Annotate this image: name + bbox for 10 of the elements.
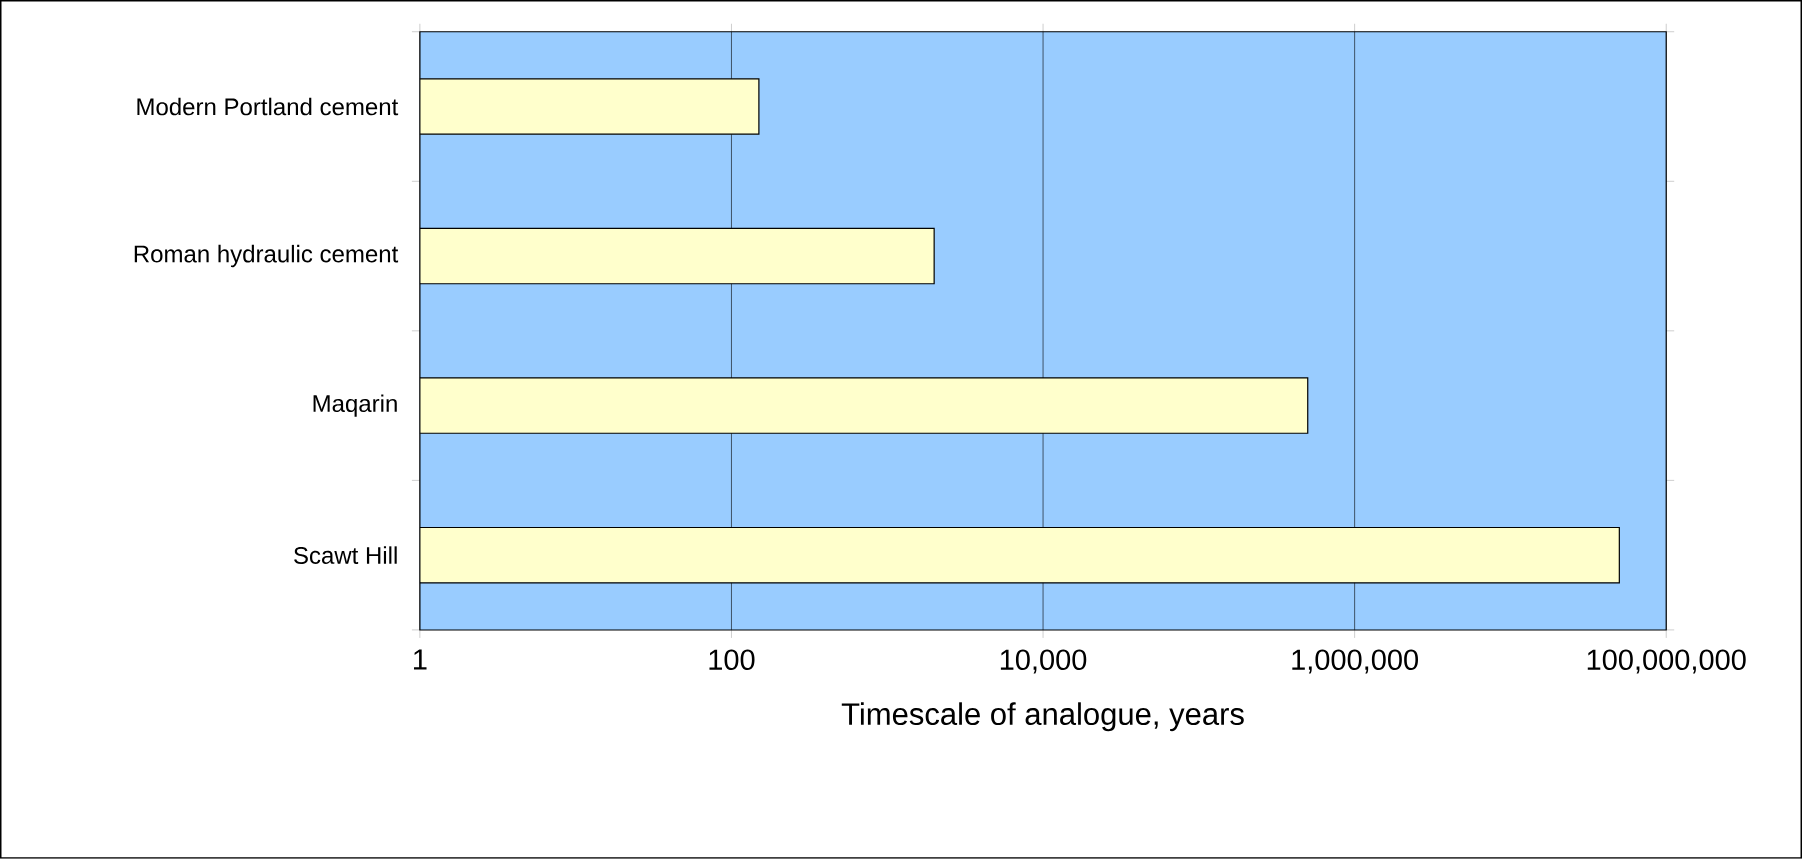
x-tick-label: 100,000,000 (1587, 649, 1746, 674)
y-tick-label: Modern Portland cement (137, 97, 399, 116)
x-tick-label: 10,000 (1000, 649, 1087, 674)
y-tick-label: Scawt Hill (294, 546, 397, 565)
x-tick-label: 1,000,000 (1292, 649, 1419, 674)
y-tick-label: Roman hydraulic cement (134, 245, 399, 268)
x-tick-label: 1 (414, 649, 427, 670)
x-tick-label: 100 (709, 649, 755, 671)
y-tick-label: Maqarin (313, 394, 397, 417)
x-axis-title: Timescale of analogue, years (841, 702, 1244, 732)
